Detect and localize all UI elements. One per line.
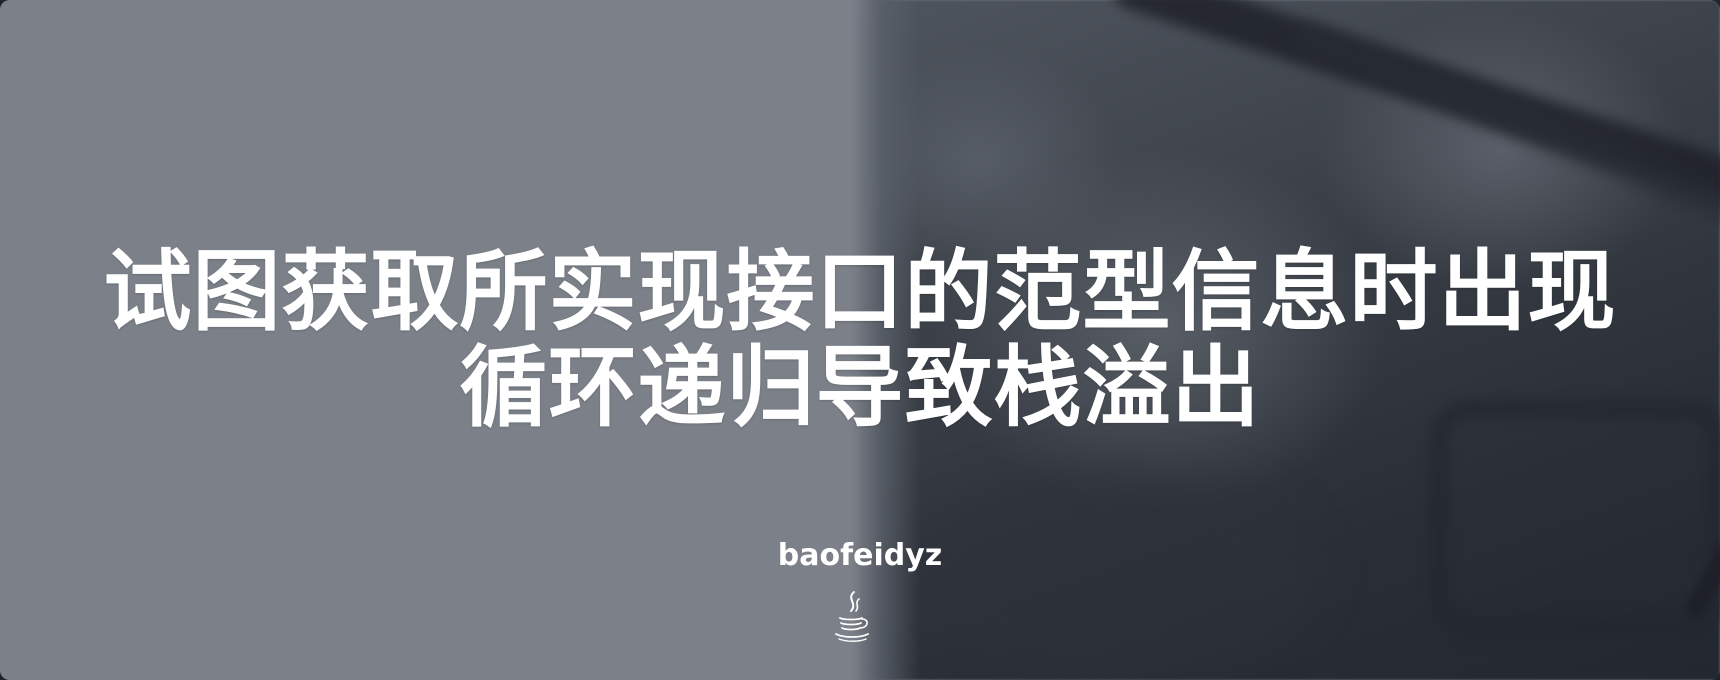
cover-title: 试图获取所实现接口的范型信息时出现循环递归导致栈溢出 xyxy=(103,240,1617,439)
blurred-shape xyxy=(1430,400,1720,636)
author-name: baofeidyz xyxy=(777,538,943,573)
blurred-shape xyxy=(900,470,1320,680)
java-coffee-cup-icon xyxy=(835,591,869,642)
panel-divider xyxy=(850,0,920,680)
left-background-panel xyxy=(0,0,880,680)
